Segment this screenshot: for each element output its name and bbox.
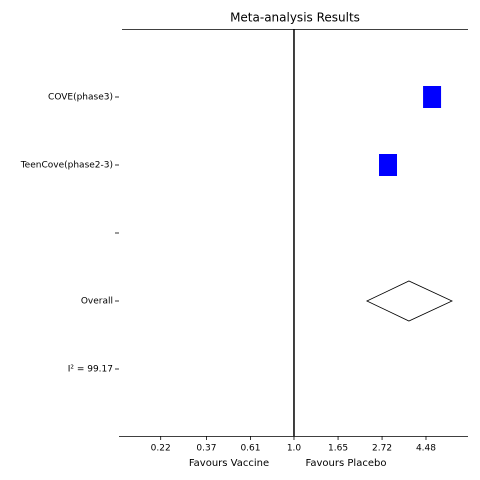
y-tick-label: COVE(phase3) (48, 93, 113, 103)
study-estimate (379, 154, 398, 176)
x-label-left: Favours Vaccine (189, 458, 269, 469)
x-tick-label: 0.22 (151, 444, 171, 454)
x-tick-label: 4.48 (416, 444, 436, 454)
x-tick-label: 2.72 (372, 444, 392, 454)
y-tick-label: I² = 99.17 (68, 365, 113, 375)
x-tick-label: 1.65 (328, 444, 348, 454)
chart-title: Meta-analysis Results (230, 11, 360, 25)
x-label-right: Favours Placebo (306, 458, 387, 469)
study-estimate (423, 86, 442, 108)
x-tick-label: 0.61 (240, 444, 260, 454)
x-tick-label: 1.0 (287, 444, 302, 454)
x-tick-label: 0.37 (196, 444, 216, 454)
y-tick-label: TeenCove(phase2-3) (20, 161, 113, 171)
y-tick-label: Overall (81, 297, 113, 307)
overall-diamond (365, 280, 453, 322)
